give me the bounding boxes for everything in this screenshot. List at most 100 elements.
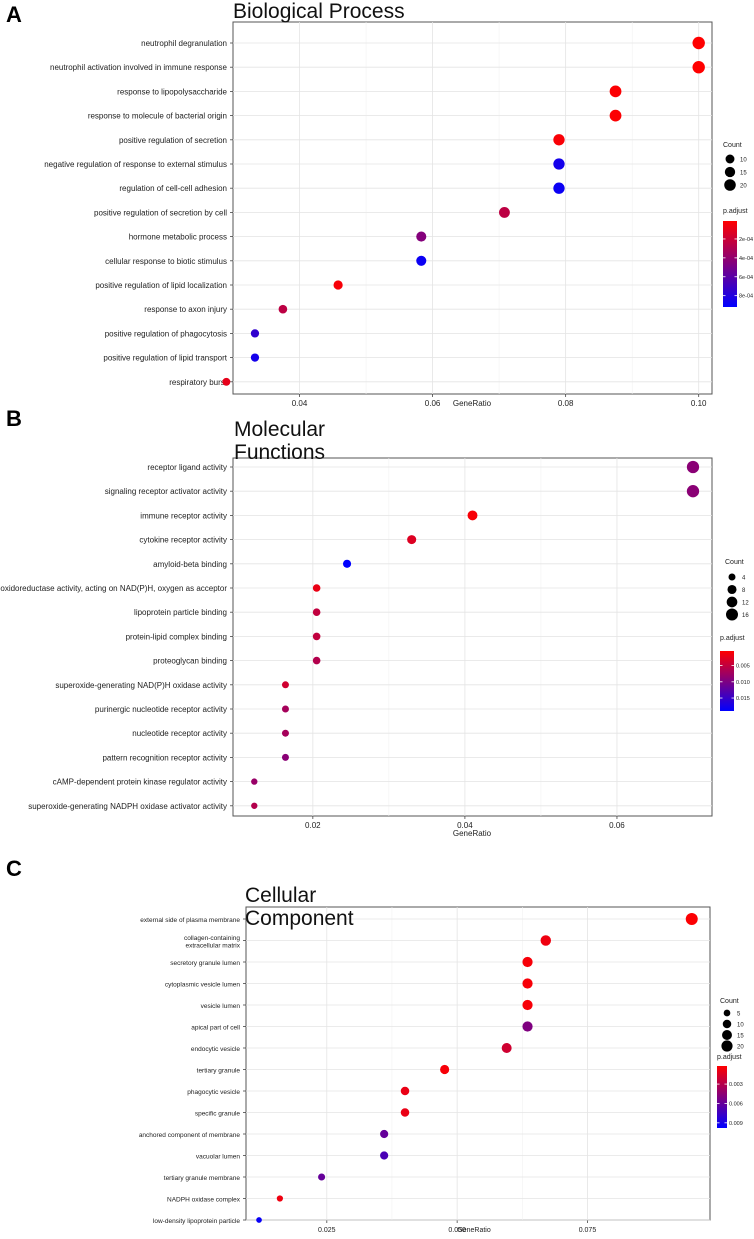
x-tick-label: 0.04 [292, 399, 308, 408]
size-legend-label: 20 [740, 184, 747, 190]
category-label-line: cytoplasmic vesicle lumen [165, 982, 241, 989]
size-legend-dot [722, 1030, 732, 1040]
category-label-line: positive regulation of lipid transport [103, 354, 227, 363]
data-point [522, 956, 533, 968]
category-label-line: superoxide-generating NADPH oxidase acti… [28, 802, 227, 811]
size-legend-title: Count [723, 142, 742, 149]
category-label-line: tertiary granule membrane [164, 1175, 241, 1182]
size-legend-label: 10 [737, 1023, 744, 1029]
category-label-line: collagen-containing [184, 935, 240, 942]
category-label: respiratory burst [169, 378, 228, 387]
category-label: positive regulation of secretion by cell [94, 208, 227, 217]
data-point [333, 280, 343, 290]
x-tick-label: 0.08 [558, 399, 574, 408]
data-point [256, 1217, 262, 1223]
x-tick-label: 0.06 [609, 821, 625, 830]
chart-biological-process: 0.04 0.06 0.08 0.10 neutrophil degranulation… [44, 21, 753, 408]
category-label: immune receptor activity [140, 511, 227, 520]
data-point [686, 460, 700, 474]
category-label-line: cAMP-dependent protein kinase regulator … [53, 778, 227, 787]
x-tick-label: 0.02 [305, 821, 321, 830]
x-axis-label: GeneRatio [453, 399, 492, 408]
data-point [318, 1173, 326, 1181]
category-label-line: amyloid-beta binding [153, 560, 227, 569]
data-point [522, 978, 533, 989]
category-label: tertiary granule [197, 1068, 241, 1075]
category-label: superoxide-generating NADPH oxidase acti… [28, 802, 227, 811]
category-label-line: superoxide-generating NAD(P)H oxidase ac… [55, 681, 227, 690]
data-point [312, 584, 321, 592]
color-legend-bar [723, 221, 737, 307]
category-label: oxidoreductase activity, acting on NAD(P… [0, 584, 227, 593]
size-legend-dot [725, 154, 735, 164]
category-label: proteoglycan binding [153, 657, 227, 666]
data-point [250, 353, 260, 362]
data-point [440, 1064, 450, 1075]
panel-frame [245, 906, 711, 1221]
category-label: nucleotide receptor activity [132, 729, 227, 738]
category-label: cytoplasmic vesicle lumen [165, 982, 241, 989]
category-label-line: apical part of cell [191, 1025, 240, 1032]
category-label-line: neutrophil activation involved in immune… [50, 63, 228, 72]
color-legend-title: p.adjust [717, 1054, 742, 1061]
category-label: negative regulation of response to exter… [44, 160, 227, 169]
category-label-line: cytokine receptor activity [139, 536, 227, 545]
category-label-line: phagocytic vesicle [187, 1089, 240, 1096]
category-label: response to axon injury [144, 305, 227, 314]
x-tick-label: 0.06 [425, 399, 441, 408]
data-point [251, 802, 258, 809]
category-label-line: oxidoreductase activity, acting on NAD(P… [0, 584, 227, 593]
category-label-line: positive regulation of secretion by cell [94, 208, 227, 217]
category-label-line: receptor ligand activity [147, 463, 227, 472]
size-legend-title: Count [725, 559, 744, 566]
category-label: positive regulation of lipid transport [103, 354, 227, 363]
plot-layer: 0.02 0.04 0.06 receptor ligand activity sign… [0, 457, 750, 838]
panel-letter-b: B [6, 406, 22, 431]
category-label: regulation of cell-cell adhesion [119, 184, 227, 193]
category-label: purinergic nucleotide receptor activity [95, 705, 227, 714]
data-point [312, 608, 321, 616]
size-legend-dot [726, 596, 738, 608]
category-label-line: secretory granule lumen [170, 960, 240, 967]
category-label: pattern recognition receptor activity [102, 753, 227, 762]
category-label-line: negative regulation of response to exter… [44, 160, 227, 169]
category-label: neutrophil activation involved in immune… [50, 63, 228, 72]
size-legend-dot [728, 573, 736, 581]
category-label-line: immune receptor activity [140, 511, 227, 520]
category-label-line: proteoglycan binding [153, 657, 227, 666]
size-legend-dot [727, 584, 737, 595]
category-label: hormone metabolic process [129, 233, 227, 242]
size-legend-dot [724, 166, 736, 178]
category-label: signaling receptor activator activity [105, 487, 227, 496]
category-label-line: low-density lipoprotein particle [153, 1218, 240, 1225]
category-label-line: extracellular matrix [185, 942, 240, 949]
size-legend-dot [724, 179, 736, 191]
plot-layer: 0.025 0.050 0.075 external side of plasma m… [139, 906, 744, 1234]
chart-cellular-component: 0.025 0.050 0.075 external side of plasma m… [139, 906, 744, 1234]
category-label: superoxide-generating NAD(P)H oxidase ac… [55, 681, 227, 690]
category-label: anchored component of membrane [139, 1132, 241, 1139]
category-label-line: external side of plasma membrane [140, 917, 240, 924]
data-point [276, 1195, 283, 1202]
x-axis-label: GeneRatio [457, 1227, 491, 1234]
x-tick-label: 0.025 [318, 1227, 336, 1234]
color-legend-title: p.adjust [720, 635, 745, 642]
color-legend-title: p.adjust [723, 208, 748, 215]
color-legend-bar [717, 1066, 727, 1128]
size-legend-label: 15 [740, 171, 747, 177]
panel-letter-a: A [6, 2, 22, 27]
data-point [342, 559, 352, 568]
x-tick-label: 0.04 [457, 821, 473, 830]
category-label-line: anchored component of membrane [139, 1132, 241, 1139]
category-label-line: response to lipopolysaccharide [117, 87, 227, 96]
category-label: positive regulation of phagocytosis [105, 329, 227, 338]
color-legend-label: 0.010 [736, 680, 750, 686]
category-label-line: lipoprotein particle binding [134, 608, 227, 617]
category-label-line: purinergic nucleotide receptor activity [95, 705, 227, 714]
category-label: response to lipopolysaccharide [117, 87, 227, 96]
size-legend-label: 12 [742, 601, 749, 607]
category-label-line: protein-lipid complex binding [126, 632, 227, 641]
category-label: secretory granule lumen [170, 960, 240, 967]
x-axis-label: GeneRatio [453, 829, 492, 838]
category-label: specific granule [195, 1111, 241, 1118]
